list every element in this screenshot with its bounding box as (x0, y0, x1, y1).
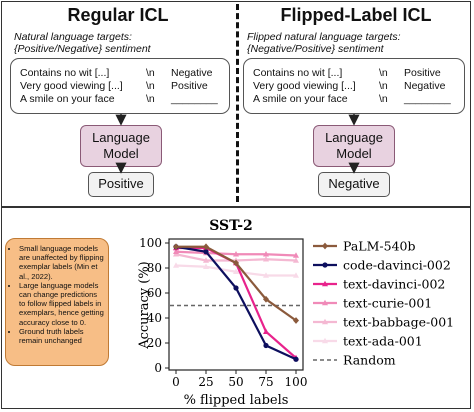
y-axis-ticks: 0 20 40 60 80 100 (139, 236, 169, 375)
note-bullet-3: Ground truth labels remain unchanged (19, 327, 104, 345)
y-tick-label: 40 (147, 311, 162, 325)
left-row-2-sep: \n (146, 80, 155, 92)
left-row-1-sep: \n (146, 67, 155, 79)
x-tick-label: 0 (172, 375, 180, 389)
left-model-line-1: Language (92, 130, 150, 145)
data-point (293, 257, 299, 263)
right-output-box: Negative (318, 172, 390, 197)
data-point (293, 252, 299, 258)
y-tick-label: 0 (154, 361, 162, 375)
left-row-3-sep: \n (146, 93, 155, 105)
legend-marker (322, 242, 328, 250)
legend-label: code-davinci-002 (343, 258, 451, 273)
data-point (203, 263, 209, 269)
data-point (263, 251, 269, 257)
left-row-1-label: Negative (171, 67, 213, 79)
right-row-1-sep: \n (379, 67, 388, 79)
right-row-3-blank: ________ (404, 93, 451, 105)
right-row-2-input: Very good viewing [...] (253, 80, 356, 92)
y-tick-label: 80 (147, 261, 162, 275)
left-output-box: Positive (88, 172, 154, 197)
right-row-3-sep: \n (379, 93, 388, 105)
right-model-line-2: Model (336, 146, 372, 161)
y-tick-label: 20 (147, 336, 162, 350)
data-point (263, 328, 269, 334)
note-bullet-2: Large language models can change predict… (19, 281, 104, 327)
left-model-line-2: Model (103, 146, 139, 161)
data-point (263, 272, 269, 278)
data-point (233, 285, 239, 291)
chart-legend: PaLM-540b code-davinci-002 text-davinci-00… (313, 239, 454, 368)
legend-label: PaLM-540b (343, 239, 416, 254)
right-row-2-label: Negative (404, 80, 446, 92)
legend-marker (322, 299, 328, 306)
x-tick-label: 25 (198, 375, 213, 389)
legend-marker (322, 337, 328, 344)
x-tick-label: 75 (258, 375, 273, 389)
data-point (173, 262, 179, 268)
left-row-1-input: Contains no wit [...] (20, 67, 110, 79)
right-panel-title: Flipped-Label ICL (280, 5, 432, 25)
right-model-line-1: Language (325, 130, 383, 145)
x-tick-label: 50 (228, 375, 243, 389)
data-point (233, 251, 239, 257)
data-point (203, 257, 209, 263)
data-point (203, 243, 209, 251)
legend-label: text-curie-001 (343, 296, 432, 311)
legend-marker (322, 262, 328, 268)
panel-divider-dashed (236, 4, 239, 202)
left-prompt-box: Contains no wit [...] \n Negative Very g… (10, 58, 230, 114)
right-row-2-sep: \n (379, 80, 388, 92)
legend-marker (322, 318, 328, 325)
legend-label: text-davinci-002 (343, 277, 445, 292)
right-row-1-input: Contains no wit [...] (253, 67, 343, 79)
x-axis-ticks: 0 25 50 75 100 (172, 370, 307, 389)
left-row-2-label: Positive (171, 80, 208, 92)
left-panel-subtitle-1: Natural language targets: (14, 31, 132, 43)
left-panel-subtitle-2: {Positive/Negative} sentiment (14, 43, 151, 55)
chart-title: SST-2 (209, 218, 253, 234)
data-point (173, 243, 179, 251)
legend-label: text-babbage-001 (343, 315, 454, 330)
data-point (293, 272, 299, 278)
series-lines (173, 243, 299, 362)
right-row-1-label: Positive (404, 67, 441, 79)
series-text-ada-001 (173, 262, 299, 278)
flow-arrows (115, 114, 360, 174)
data-point (263, 342, 269, 349)
x-axis-label: % flipped labels (184, 393, 289, 408)
left-row-3-blank: ________ (171, 93, 218, 105)
findings-note: Small language models are unaffected by … (5, 238, 109, 366)
left-panel-title: Regular ICL (67, 5, 169, 25)
y-axis-label: Accuracy (%) (137, 261, 152, 350)
note-bullet-1: Small language models are unaffected by … (19, 244, 104, 281)
x-tick-label: 100 (285, 375, 308, 389)
legend-label: text-ada-001 (343, 334, 423, 349)
right-panel-subtitle-1: Flipped natural language targets: (247, 31, 401, 43)
data-point (173, 248, 179, 254)
right-prompt-box: Contains no wit [...] \n Positive Very g… (243, 58, 465, 114)
right-panel-subtitle-2: {Negative/Positive} sentiment (247, 43, 384, 55)
right-row-3-input: A smile on your face (253, 93, 348, 105)
legend-marker (322, 280, 328, 287)
sst2-line-chart: SST-2 0 20 40 60 80 100 0 25 50 75 100 PaLM-540b c… (137, 218, 454, 408)
data-point (263, 256, 269, 262)
data-point (233, 268, 239, 274)
left-row-3-input: A smile on your face (20, 93, 115, 105)
legend-label-random: Random (343, 353, 396, 368)
data-point (293, 356, 299, 362)
section-divider (1, 206, 471, 208)
y-tick-label: 60 (147, 286, 162, 300)
left-row-2-input: Very good viewing [...] (20, 80, 123, 92)
data-point (203, 249, 209, 255)
y-tick-label: 100 (139, 236, 162, 250)
